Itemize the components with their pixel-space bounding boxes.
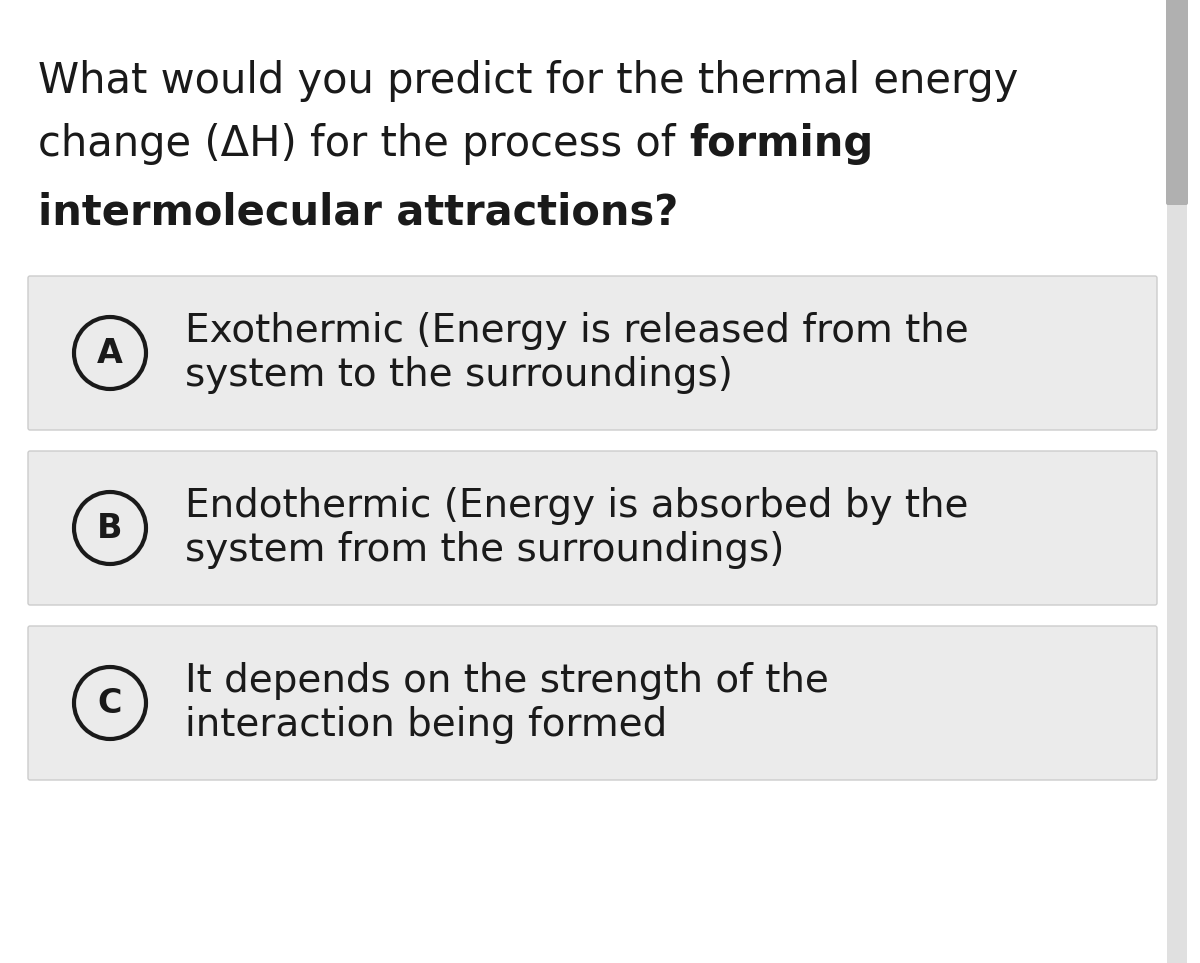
Text: What would you predict for the thermal energy: What would you predict for the thermal e…	[38, 60, 1019, 102]
Text: Endothermic (Energy is absorbed by the: Endothermic (Energy is absorbed by the	[185, 487, 968, 525]
Text: Exothermic (Energy is released from the: Exothermic (Energy is released from the	[185, 312, 968, 350]
Text: system to the surroundings): system to the surroundings)	[185, 356, 733, 394]
Text: A: A	[97, 336, 122, 370]
Text: C: C	[97, 687, 122, 719]
Text: system from the surroundings): system from the surroundings)	[185, 531, 785, 569]
FancyBboxPatch shape	[1166, 0, 1188, 205]
FancyBboxPatch shape	[28, 626, 1157, 780]
FancyBboxPatch shape	[28, 451, 1157, 605]
Text: forming: forming	[689, 123, 874, 165]
Text: B: B	[97, 511, 122, 544]
Circle shape	[74, 667, 146, 739]
Text: It depends on the strength of the: It depends on the strength of the	[185, 662, 829, 700]
Circle shape	[74, 492, 146, 564]
FancyBboxPatch shape	[28, 276, 1157, 430]
Text: interaction being formed: interaction being formed	[185, 706, 667, 744]
Text: change (ΔH) for the process of: change (ΔH) for the process of	[38, 123, 689, 165]
Text: intermolecular attractions?: intermolecular attractions?	[38, 191, 678, 233]
Circle shape	[74, 317, 146, 389]
FancyBboxPatch shape	[1166, 0, 1187, 963]
